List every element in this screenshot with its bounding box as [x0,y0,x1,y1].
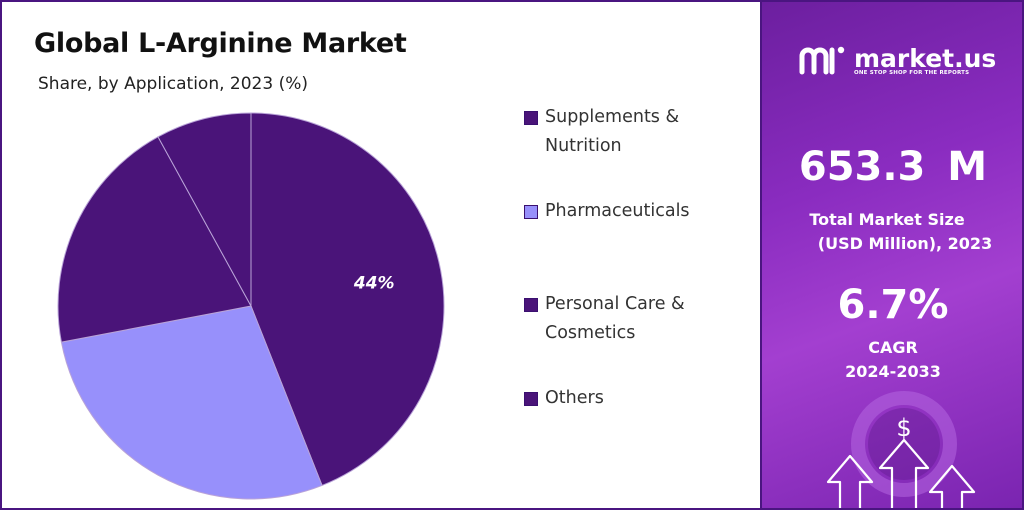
legend-label-line: Others [545,388,604,408]
pie-chart: 44% [57,112,445,500]
dollar-icon: $ [896,414,911,442]
legend-label-line: Nutrition [545,136,622,156]
chart-panel: Global L-Arginine Market Share, by Appli… [0,0,762,510]
chart-subtitle: Share, by Application, 2023 (%) [38,74,308,94]
chart-title: Global L-Arginine Market [34,28,407,59]
market-size-label: Total Market Size [809,210,965,229]
legend-swatch-supplements [524,111,538,125]
legend-item-supplements: Supplements & Nutrition [524,106,754,161]
market-size-value: 653.3 M [798,144,988,190]
legend-swatch-pharmaceuticals [524,205,538,219]
brand-tagline: ONE STOP SHOP FOR THE REPORTS [854,70,970,76]
pie-slice-others [157,112,252,307]
legend-label-personal-care: Personal Care & Cosmetics [545,290,685,348]
pie-slice-supplements [250,112,445,487]
arrow-up-icon [928,464,976,508]
market-summary-panel: market.us ONE STOP SHOP FOR THE REPORTS … [762,0,1024,510]
legend-swatch-personal-care [524,298,538,312]
legend-label-line: Personal Care & [545,294,685,314]
arrow-up-icon [826,454,874,508]
legend-item-pharmaceuticals: Pharmaceuticals [524,200,754,226]
brand-name: market.us [854,44,997,73]
arrow-up-icon [878,438,930,508]
legend-item-personal-care: Personal Care & Cosmetics [524,293,754,348]
legend-label-line: Supplements & [545,107,680,127]
legend-label-pharmaceuticals: Pharmaceuticals [545,197,690,226]
cagr-period: 2024-2033 [845,362,941,381]
legend-item-others: Others [524,387,754,413]
legend-swatch-others [524,392,538,406]
market-size-sublabel: (USD Million), 2023 [817,234,993,253]
arrow-up-icons [826,438,976,508]
pie-slice-pharmaceuticals [60,305,323,500]
cagr-label: CAGR [868,338,918,357]
legend-label-supplements: Supplements & Nutrition [545,103,679,161]
pie-slice-personal-care [57,136,252,343]
cagr-value: 6.7% [837,282,949,328]
pie-data-label: 44% [353,273,395,293]
legend-label-line: Pharmaceuticals [545,201,690,221]
legend-label-line: Cosmetics [545,323,636,343]
brand-logo: market.us [798,42,996,76]
decor-ring [851,391,957,497]
growth-arrows-graphic: $ [826,391,976,508]
market-us-logo-icon [799,46,845,75]
legend-label-others: Others [545,384,604,413]
